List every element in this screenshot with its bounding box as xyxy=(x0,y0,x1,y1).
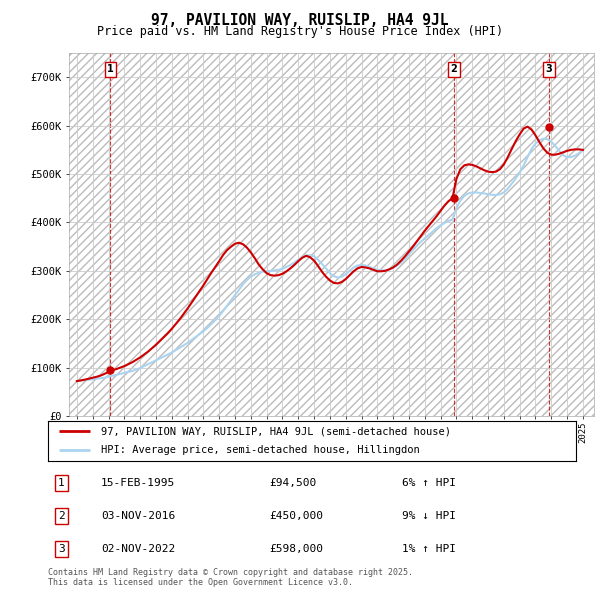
Text: 02-NOV-2022: 02-NOV-2022 xyxy=(101,545,175,555)
Text: 15-FEB-1995: 15-FEB-1995 xyxy=(101,478,175,488)
Text: 6% ↑ HPI: 6% ↑ HPI xyxy=(402,478,456,488)
Text: Price paid vs. HM Land Registry's House Price Index (HPI): Price paid vs. HM Land Registry's House … xyxy=(97,25,503,38)
Text: 97, PAVILION WAY, RUISLIP, HA4 9JL (semi-detached house): 97, PAVILION WAY, RUISLIP, HA4 9JL (semi… xyxy=(101,427,451,436)
Text: 97, PAVILION WAY, RUISLIP, HA4 9JL: 97, PAVILION WAY, RUISLIP, HA4 9JL xyxy=(151,13,449,28)
Text: 1: 1 xyxy=(58,478,65,488)
Text: Contains HM Land Registry data © Crown copyright and database right 2025.
This d: Contains HM Land Registry data © Crown c… xyxy=(48,568,413,587)
Text: 3: 3 xyxy=(545,64,552,74)
Text: £94,500: £94,500 xyxy=(270,478,317,488)
Text: 2: 2 xyxy=(451,64,457,74)
Text: 9% ↓ HPI: 9% ↓ HPI xyxy=(402,512,456,521)
Text: 03-NOV-2016: 03-NOV-2016 xyxy=(101,512,175,521)
Text: HPI: Average price, semi-detached house, Hillingdon: HPI: Average price, semi-detached house,… xyxy=(101,445,419,455)
Text: £450,000: £450,000 xyxy=(270,512,324,521)
Text: 3: 3 xyxy=(58,545,65,555)
Text: 1% ↑ HPI: 1% ↑ HPI xyxy=(402,545,456,555)
Text: £598,000: £598,000 xyxy=(270,545,324,555)
Text: 1: 1 xyxy=(107,64,114,74)
Text: 2: 2 xyxy=(58,512,65,521)
